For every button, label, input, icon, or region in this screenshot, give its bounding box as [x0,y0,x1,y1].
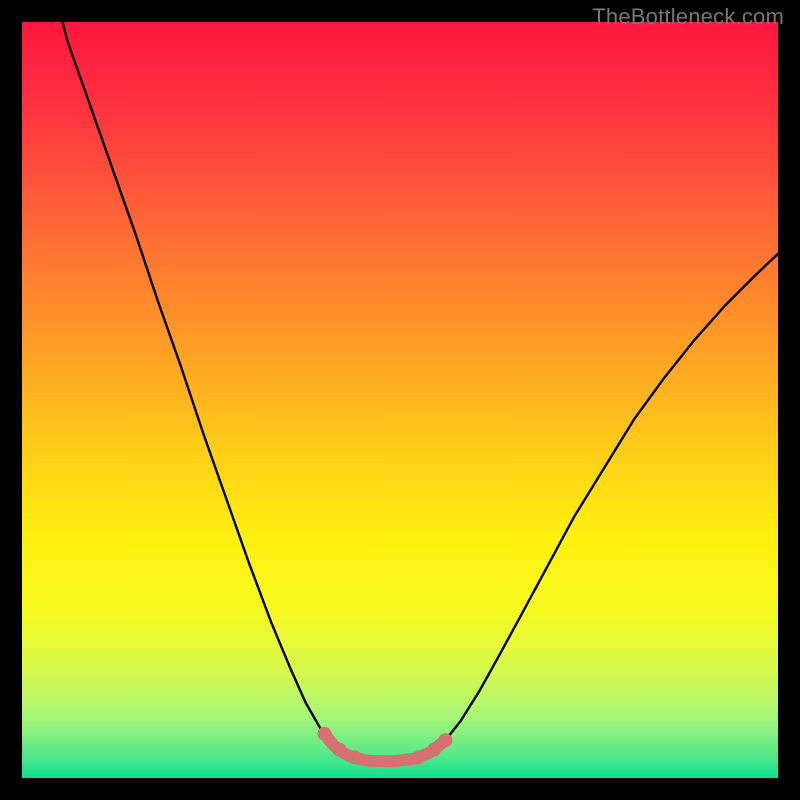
highlight-marker [333,743,347,757]
watermark-text: TheBottleneck.com [592,4,784,30]
highlight-marker [348,750,362,764]
chart-plot-area [22,22,778,778]
chart-frame: TheBottleneck.com [0,0,800,800]
highlight-marker [427,743,441,757]
highlight-marker [438,733,452,747]
highlight-marker [412,750,426,764]
gradient-background [22,22,778,778]
chart-svg [22,22,778,778]
highlight-marker [317,727,331,741]
